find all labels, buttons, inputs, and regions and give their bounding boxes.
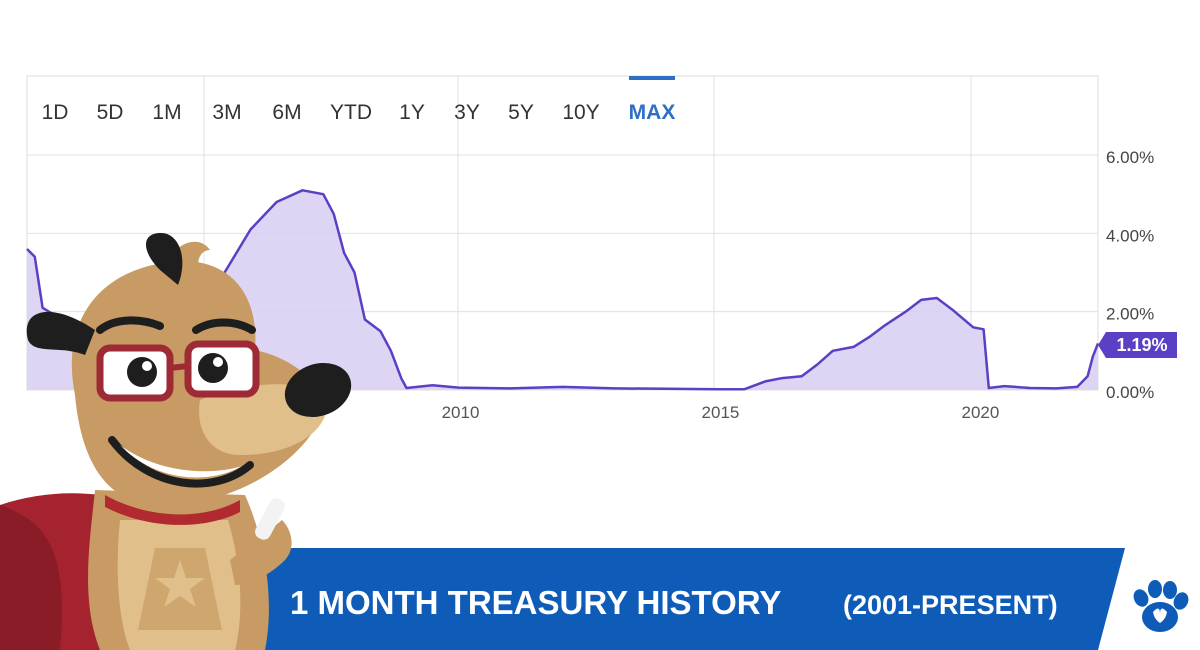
range-selector: 1D 5D 1M 3M 6M YTD 1Y 3Y 5Y 10Y MAX — [42, 101, 676, 124]
range-tab-6m[interactable]: 6M — [272, 101, 301, 124]
mascot-dog — [0, 232, 352, 650]
range-tab-1d[interactable]: 1D — [42, 101, 69, 124]
y-tick-label: 2.00% — [1106, 305, 1154, 324]
current-value-label: 1.19% — [1116, 335, 1167, 355]
banner-subtitle: (2001-PRESENT) — [843, 590, 1058, 620]
range-tab-1m[interactable]: 1M — [152, 101, 181, 124]
x-tick-label: 2010 — [442, 403, 480, 422]
range-tab-5d[interactable]: 5D — [97, 101, 124, 124]
current-value-badge: 1.19% — [1098, 332, 1177, 358]
y-tick-label: 4.00% — [1106, 226, 1154, 245]
range-tab-3m[interactable]: 3M — [212, 101, 241, 124]
y-tick-label: 0.00% — [1106, 383, 1154, 402]
paw-icon — [1133, 580, 1189, 632]
range-tab-max[interactable]: MAX — [629, 101, 676, 124]
range-tab-1y[interactable]: 1Y — [399, 101, 425, 124]
x-tick-label: 2015 — [702, 403, 740, 422]
range-tab-ytd[interactable]: YTD — [330, 101, 372, 124]
series-area — [27, 190, 1098, 390]
range-tab-5y[interactable]: 5Y — [508, 101, 534, 124]
range-tab-10y[interactable]: 10Y — [562, 101, 599, 124]
x-axis: 2010 2015 2020 — [442, 403, 1000, 422]
x-tick-label: 2020 — [962, 403, 1000, 422]
y-tick-label: 6.00% — [1106, 148, 1154, 167]
banner-title: 1 MONTH TREASURY HISTORY — [290, 584, 781, 621]
y-axis: 0.00% 2.00% 4.00% 6.00% — [1106, 148, 1154, 402]
range-tab-3y[interactable]: 3Y — [454, 101, 480, 124]
title-banner: 1 MONTH TREASURY HISTORY (2001-PRESENT) — [205, 548, 1125, 650]
